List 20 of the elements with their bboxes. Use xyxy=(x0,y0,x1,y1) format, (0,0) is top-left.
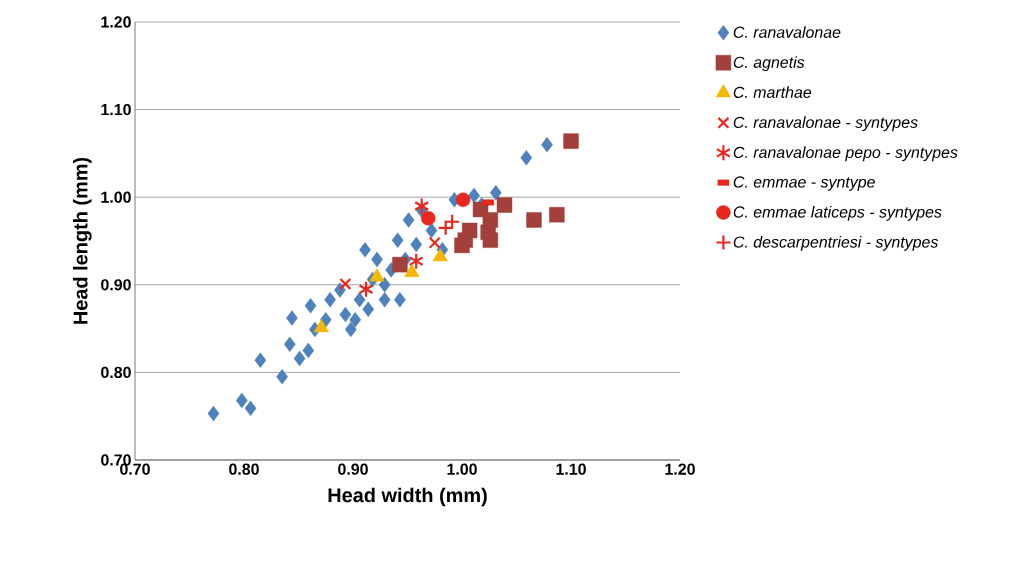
y-tick-label: 0.80 xyxy=(101,366,131,379)
legend-label: C. agnetis xyxy=(733,56,805,72)
x-tick-label: 1.20 xyxy=(665,463,695,475)
legend-label: C. ranavalonae xyxy=(733,26,841,38)
y-tick-label: 1.10 xyxy=(101,103,131,116)
x-tick-label: 1.10 xyxy=(556,463,586,475)
x-tick-label: 1.00 xyxy=(447,463,477,475)
legend-label: C. emmae - syntype xyxy=(733,176,875,191)
legend-label: C. marthae xyxy=(733,86,812,98)
x-tick-label: 0.90 xyxy=(338,463,368,475)
legend-label: C. emmae laticeps - syntypes xyxy=(733,205,942,221)
legend-label: C. ranavalonae - syntypes xyxy=(733,116,918,132)
x-tick-label: 0.80 xyxy=(229,463,259,475)
y-tick-label: 1.20 xyxy=(101,16,131,28)
x-axis-title: Head width (mm) xyxy=(328,487,487,507)
y-tick-label: 0.90 xyxy=(101,279,131,291)
legend-label: C. descarpentriesi - syntypes xyxy=(733,235,939,251)
y-axis-title: Head length (mm) xyxy=(72,157,92,324)
legend-label: C. ranavalonae pepo - syntypes xyxy=(733,146,958,162)
y-tick-label: 1.00 xyxy=(101,191,131,203)
